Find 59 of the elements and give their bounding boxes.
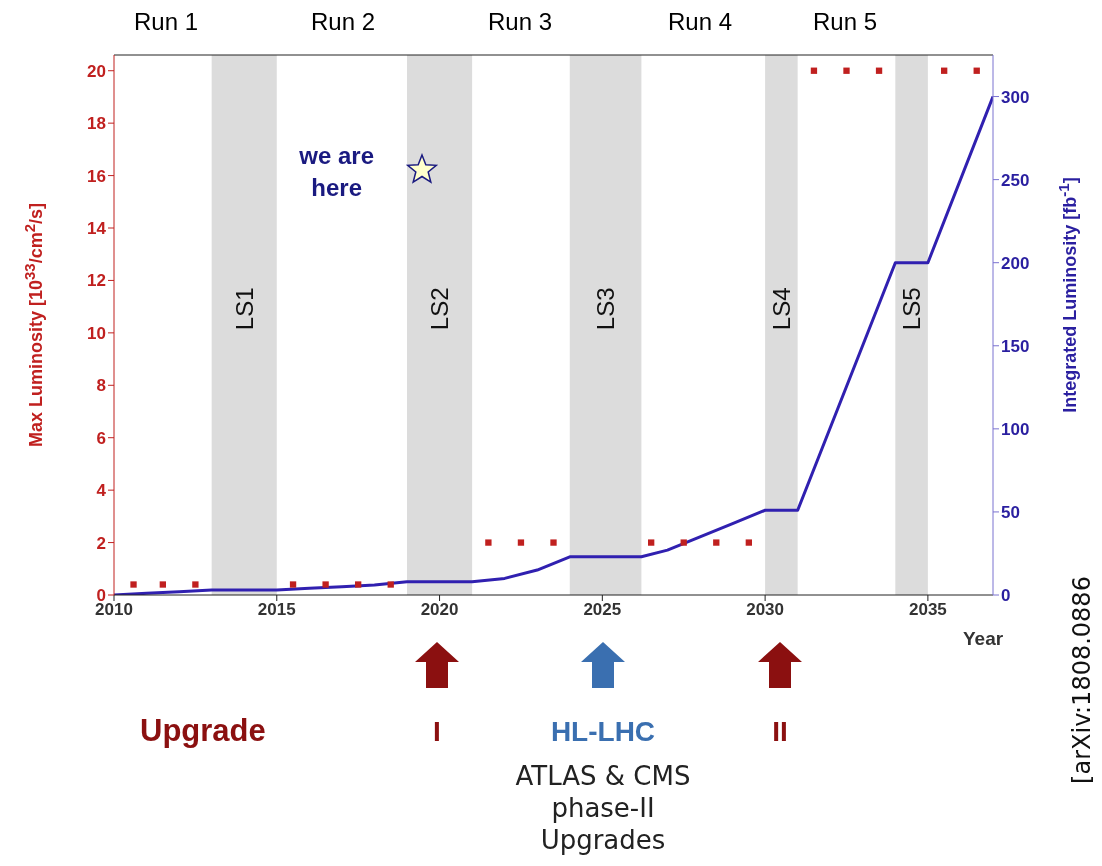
point <box>713 539 720 546</box>
point <box>810 67 818 74</box>
point <box>648 539 655 546</box>
point <box>517 539 525 546</box>
point <box>843 67 850 74</box>
point <box>680 539 687 546</box>
y2-tick-label: 100 <box>1001 419 1030 439</box>
annotation: we are here <box>298 141 375 204</box>
text: Run 5 <box>811 8 878 36</box>
band-label: LS3 <box>592 287 620 331</box>
y-tick-label: 8 <box>96 376 106 396</box>
y-tick-label: 20 <box>87 61 106 81</box>
y-tick-label: 10 <box>87 323 106 343</box>
point <box>745 539 752 546</box>
x-tick-label: 2030 <box>746 600 785 620</box>
x-axis-title: Year <box>963 628 1004 650</box>
x-tick-label: 2035 <box>908 600 947 620</box>
y-tick-label: 6 <box>96 428 106 448</box>
y-tick-label: 2 <box>96 533 106 553</box>
point <box>192 581 199 588</box>
point <box>322 581 329 588</box>
y2-tick-label: 150 <box>1001 336 1030 356</box>
band-label: LS4 <box>767 287 795 331</box>
point <box>355 581 362 588</box>
text: ATLAS & CMS phase-II Upgrades <box>514 760 692 856</box>
x-tick-label: 2020 <box>420 600 459 620</box>
point <box>550 539 557 546</box>
text: Upgrade <box>140 713 266 749</box>
point <box>941 67 948 74</box>
y-tick-label: 4 <box>96 481 107 501</box>
y-tick-label: 16 <box>87 166 106 186</box>
y2-tick-label: 250 <box>1001 170 1030 190</box>
text: Run 3 <box>486 8 553 36</box>
text: Run 2 <box>309 8 376 36</box>
x-tick-label: 2025 <box>583 600 622 620</box>
point <box>130 581 137 588</box>
y2-tick-label: 300 <box>1001 87 1030 107</box>
y-tick-label: 18 <box>87 114 106 134</box>
point <box>875 67 883 74</box>
text: I <box>432 716 442 748</box>
text: Run 1 <box>132 8 199 36</box>
y-tick-label: 14 <box>87 219 107 239</box>
band-label: LS5 <box>898 287 926 331</box>
y2-tick-label: 50 <box>1001 502 1020 522</box>
y2-tick-label: 0 <box>1001 586 1011 606</box>
point <box>289 581 297 588</box>
text: HL-LHC <box>549 716 657 748</box>
text: II <box>771 716 789 748</box>
point <box>485 539 492 546</box>
point <box>973 67 980 74</box>
text: Run 4 <box>666 8 733 36</box>
y2-tick-label: 200 <box>1001 253 1030 273</box>
text: [arXiv:1808.0886 <box>1068 576 1096 784</box>
band-label: LS2 <box>426 287 454 331</box>
point <box>387 581 394 588</box>
point <box>159 581 166 588</box>
x-tick-label: 2015 <box>257 600 296 620</box>
band-label: LS1 <box>230 287 258 331</box>
y-tick-label: 12 <box>87 271 106 291</box>
